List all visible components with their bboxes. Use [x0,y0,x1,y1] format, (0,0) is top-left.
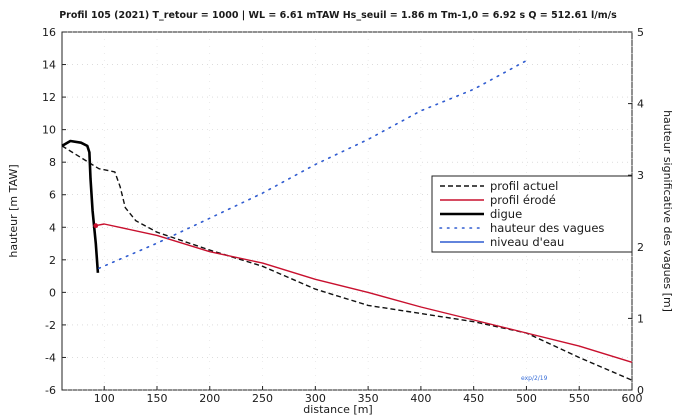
x-tick-label: 400 [410,392,431,405]
series-profil-rod--line [95,223,633,363]
y-tick-label: 4 [49,221,56,234]
y2-tick-label: 4 [637,98,644,111]
x-tick-label: 600 [622,392,643,405]
y-tick-label: 2 [49,254,56,267]
y2-tick-label: 5 [637,26,644,39]
series-hauteur-des-vagues-line [98,59,528,270]
x-axis-label: distance [m] [303,403,372,416]
x-tick-label: 300 [305,392,326,405]
x-tick-label: 150 [147,392,168,405]
y2-tick-label: 3 [637,169,644,182]
legend-label: profil érodé [490,193,556,207]
y-tick-label: -6 [45,384,56,397]
y-tick-label: 10 [42,124,56,137]
y-axis-ticks: -6 -4 -2 0 2 4 6 8 10 12 14 16 [42,26,66,397]
y-tick-label: -4 [45,351,56,364]
series-layer [61,59,633,381]
y2-tick-label: 2 [637,241,644,254]
figure-annotation: exp/2/19 [521,375,548,382]
legend-label: profil actuel [490,179,558,193]
x-axis-ticks: 100 150 200 250 300 350 400 450 500 550 600 [94,386,643,405]
series-profil-actuel-line [61,145,633,381]
x-tick-label: 550 [569,392,590,405]
x-tick-label: 350 [358,392,379,405]
x-tick-label: 100 [94,392,115,405]
x-tick-label: 500 [516,392,537,405]
y2-tick-label: 1 [637,312,644,325]
y2-axis-label: hauteur significative des vagues [m] [661,110,674,312]
y-tick-label: 16 [42,26,56,39]
legend-box [431,175,633,253]
y-tick-label: 0 [49,286,56,299]
legend-label: niveau d'eau [490,235,564,249]
x-tick-label: 450 [463,392,484,405]
series-digue-line [61,139,100,273]
y-tick-label: 14 [42,59,56,72]
x-tick-label: 250 [252,392,273,405]
erosion-start-point [93,223,99,229]
y-axis-label: hauteur [m TAW] [7,164,20,257]
legend-label: digue [490,207,522,221]
y-tick-label: 8 [49,156,56,169]
y-tick-label: 6 [49,189,56,202]
legend-label: hauteur des vagues [490,221,604,235]
chart-title: Profil 105 (2021) T_retour = 1000 | WL =… [59,10,617,21]
y-tick-label: 12 [42,91,56,104]
y2-tick-label: 0 [637,384,644,397]
x-tick-label: 200 [199,392,220,405]
y-tick-label: -2 [45,319,56,332]
